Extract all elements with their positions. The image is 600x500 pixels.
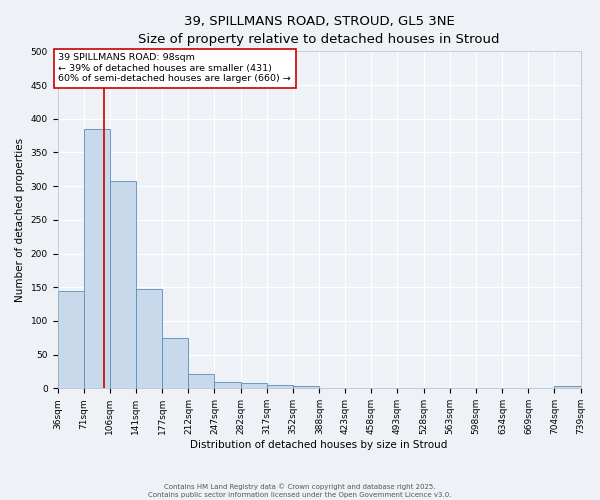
Bar [241,383,266,388]
Title: 39, SPILLMANS ROAD, STROUD, GL5 3NE
Size of property relative to detached houses: 39, SPILLMANS ROAD, STROUD, GL5 3NE Size… [138,15,500,46]
Bar [83,129,110,388]
Bar [163,338,188,388]
Bar [266,385,293,388]
Bar [110,180,136,388]
Text: Contains HM Land Registry data © Crown copyright and database right 2025.
Contai: Contains HM Land Registry data © Crown c… [148,484,452,498]
Bar [293,386,319,388]
Y-axis label: Number of detached properties: Number of detached properties [15,138,25,302]
Bar [136,288,163,388]
Bar [188,374,214,388]
Bar [554,386,581,388]
Bar [58,290,83,388]
Bar [214,382,241,388]
X-axis label: Distribution of detached houses by size in Stroud: Distribution of detached houses by size … [190,440,448,450]
Text: 39 SPILLMANS ROAD: 98sqm
← 39% of detached houses are smaller (431)
60% of semi-: 39 SPILLMANS ROAD: 98sqm ← 39% of detach… [58,54,291,83]
